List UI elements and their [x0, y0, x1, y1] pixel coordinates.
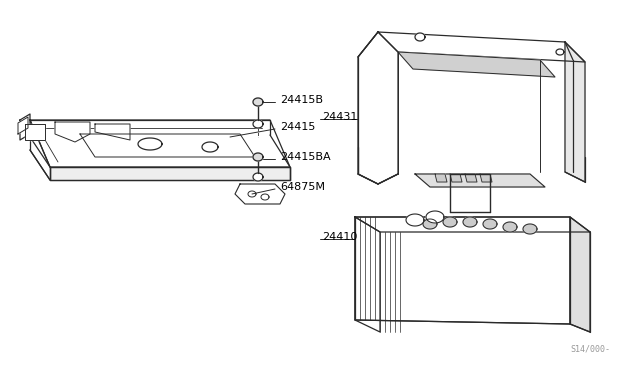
Polygon shape	[18, 117, 28, 134]
Polygon shape	[415, 174, 545, 187]
Polygon shape	[248, 191, 256, 197]
Text: 24415BA: 24415BA	[280, 152, 331, 162]
Text: 24410: 24410	[322, 232, 357, 242]
Polygon shape	[483, 219, 497, 229]
Polygon shape	[253, 173, 263, 181]
Polygon shape	[556, 49, 564, 55]
Text: 24415B: 24415B	[280, 95, 323, 105]
Polygon shape	[503, 222, 517, 232]
Polygon shape	[378, 32, 585, 62]
Polygon shape	[80, 134, 255, 157]
Polygon shape	[20, 114, 30, 140]
Polygon shape	[235, 184, 285, 204]
Polygon shape	[253, 153, 263, 161]
Polygon shape	[570, 217, 590, 332]
Polygon shape	[50, 167, 290, 180]
Polygon shape	[358, 32, 398, 184]
Polygon shape	[415, 33, 425, 41]
Polygon shape	[355, 217, 380, 332]
Polygon shape	[55, 122, 90, 142]
Polygon shape	[423, 219, 437, 229]
Polygon shape	[463, 217, 477, 227]
Polygon shape	[253, 98, 263, 106]
Polygon shape	[95, 124, 130, 140]
Polygon shape	[355, 217, 570, 324]
Polygon shape	[450, 174, 462, 182]
Polygon shape	[25, 124, 45, 140]
Polygon shape	[523, 224, 537, 234]
Text: S14/000-: S14/000-	[570, 345, 610, 354]
Polygon shape	[253, 120, 263, 128]
Text: 24431: 24431	[322, 112, 357, 122]
Polygon shape	[202, 142, 218, 152]
Polygon shape	[406, 214, 424, 226]
Polygon shape	[465, 174, 477, 182]
Polygon shape	[398, 52, 555, 77]
Polygon shape	[435, 174, 447, 182]
Text: 24415: 24415	[280, 122, 316, 132]
Text: 64875M: 64875M	[280, 182, 325, 192]
Polygon shape	[261, 194, 269, 200]
Polygon shape	[480, 174, 492, 182]
Polygon shape	[30, 120, 290, 167]
Polygon shape	[426, 211, 444, 223]
Polygon shape	[138, 138, 162, 150]
Polygon shape	[443, 217, 457, 227]
Polygon shape	[355, 217, 590, 232]
Polygon shape	[565, 42, 585, 182]
